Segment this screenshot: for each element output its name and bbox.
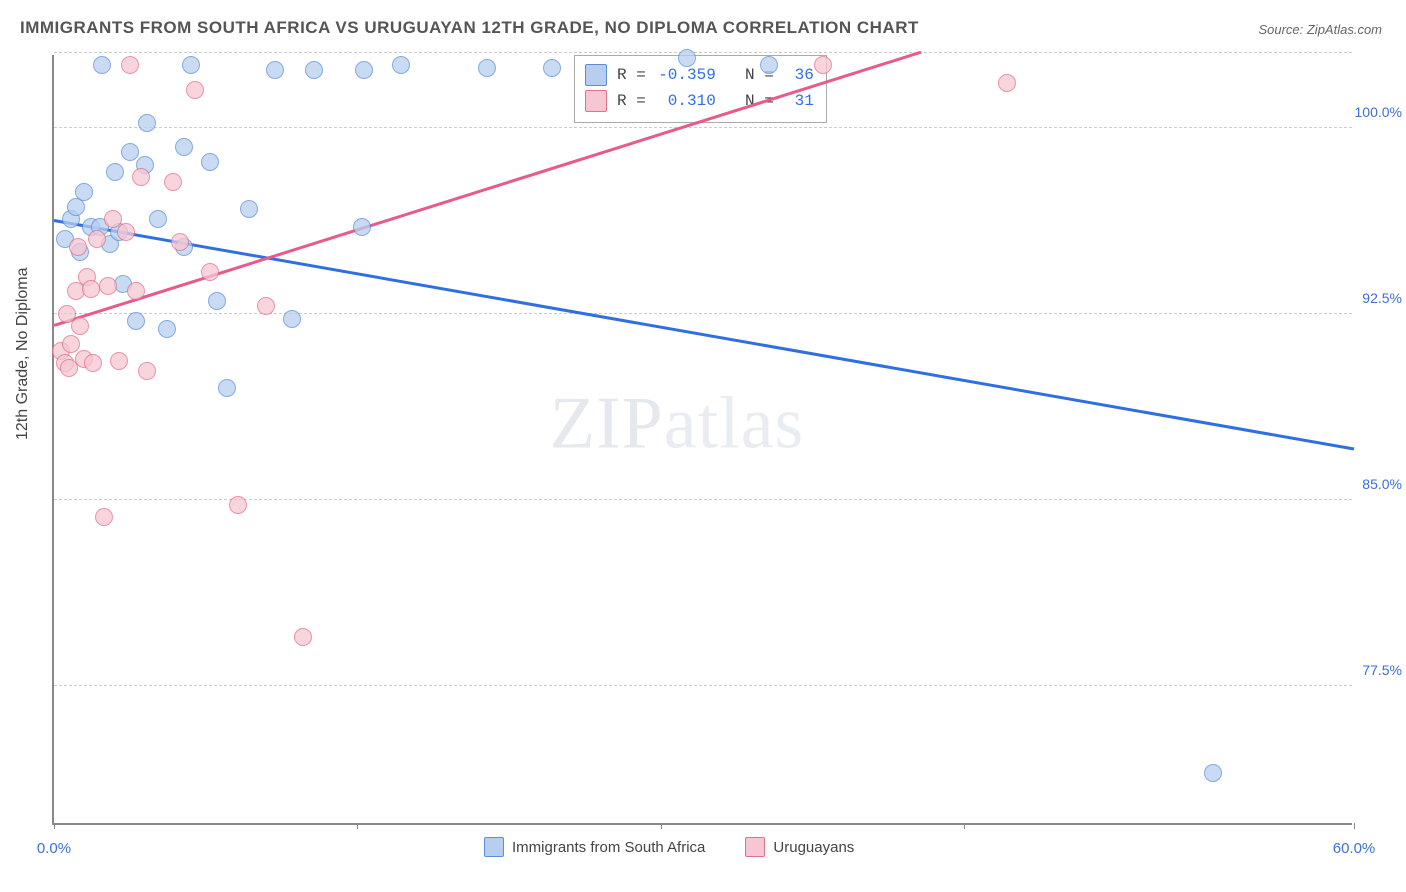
data-point bbox=[171, 233, 189, 251]
gridline bbox=[54, 313, 1352, 314]
x-tick-label: 60.0% bbox=[1333, 840, 1376, 857]
correlation-stats-box: R =-0.359 N =36R =0.310 N =31 bbox=[574, 55, 827, 123]
legend-item: Uruguayans bbox=[745, 837, 854, 857]
data-point bbox=[158, 320, 176, 338]
data-point bbox=[117, 223, 135, 241]
data-point bbox=[175, 138, 193, 156]
x-tick-mark bbox=[357, 823, 358, 829]
data-point bbox=[138, 362, 156, 380]
data-point bbox=[121, 143, 139, 161]
data-point bbox=[283, 310, 301, 328]
stat-r-label: R = bbox=[617, 66, 646, 84]
data-point bbox=[218, 379, 236, 397]
data-point bbox=[229, 496, 247, 514]
trend-line bbox=[54, 51, 921, 327]
data-point bbox=[355, 61, 373, 79]
data-point bbox=[75, 183, 93, 201]
data-point bbox=[305, 61, 323, 79]
data-point bbox=[69, 238, 87, 256]
x-tick-mark bbox=[1354, 823, 1355, 829]
x-tick-mark bbox=[661, 823, 662, 829]
bottom-legend: Immigrants from South Africa Uruguayans bbox=[484, 837, 854, 857]
data-point bbox=[266, 61, 284, 79]
data-point bbox=[62, 335, 80, 353]
data-point bbox=[138, 114, 156, 132]
data-point bbox=[201, 153, 219, 171]
legend-swatch bbox=[484, 837, 504, 857]
data-point bbox=[294, 628, 312, 646]
y-axis-label: 12th Grade, No Diploma bbox=[14, 267, 32, 440]
trend-line bbox=[54, 219, 1354, 450]
data-point bbox=[186, 81, 204, 99]
watermark-bold: ZIP bbox=[550, 382, 664, 464]
watermark: ZIPatlas bbox=[550, 381, 805, 466]
data-point bbox=[240, 200, 258, 218]
data-point bbox=[814, 56, 832, 74]
gridline bbox=[54, 499, 1352, 500]
data-point bbox=[164, 173, 182, 191]
data-point bbox=[95, 508, 113, 526]
data-point bbox=[392, 56, 410, 74]
data-point bbox=[82, 280, 100, 298]
data-point bbox=[88, 230, 106, 248]
data-point bbox=[182, 56, 200, 74]
data-point bbox=[127, 282, 145, 300]
data-point bbox=[149, 210, 167, 228]
legend-item: Immigrants from South Africa bbox=[484, 837, 705, 857]
chart-title: IMMIGRANTS FROM SOUTH AFRICA VS URUGUAYA… bbox=[20, 18, 919, 38]
gridline bbox=[54, 127, 1352, 128]
data-point bbox=[1204, 764, 1222, 782]
y-tick-label: 77.5% bbox=[1354, 662, 1402, 678]
stats-row: R =-0.359 N =36 bbox=[585, 62, 814, 88]
data-point bbox=[110, 352, 128, 370]
source-label: Source: ZipAtlas.com bbox=[1258, 22, 1382, 37]
x-tick-mark bbox=[964, 823, 965, 829]
data-point bbox=[998, 74, 1016, 92]
data-point bbox=[132, 168, 150, 186]
data-point bbox=[760, 56, 778, 74]
x-tick-label: 0.0% bbox=[37, 840, 71, 857]
stat-n-value: 36 bbox=[784, 66, 814, 84]
y-tick-label: 92.5% bbox=[1354, 290, 1402, 306]
y-tick-label: 100.0% bbox=[1354, 104, 1402, 120]
data-point bbox=[208, 292, 226, 310]
legend-swatch bbox=[585, 64, 607, 86]
data-point bbox=[201, 263, 219, 281]
data-point bbox=[93, 56, 111, 74]
legend-label: Immigrants from South Africa bbox=[512, 839, 705, 856]
legend-swatch bbox=[745, 837, 765, 857]
stat-r-value: -0.359 bbox=[656, 66, 716, 84]
stat-r-label: R = bbox=[617, 92, 646, 110]
data-point bbox=[353, 218, 371, 236]
data-point bbox=[121, 56, 139, 74]
legend-swatch bbox=[585, 90, 607, 112]
x-tick-mark bbox=[54, 823, 55, 829]
gridline bbox=[54, 52, 1352, 53]
data-point bbox=[84, 354, 102, 372]
scatter-plot: ZIPatlas R =-0.359 N =36R =0.310 N =31 I… bbox=[52, 55, 1352, 825]
legend-label: Uruguayans bbox=[773, 839, 854, 856]
gridline bbox=[54, 685, 1352, 686]
stats-row: R =0.310 N =31 bbox=[585, 88, 814, 114]
data-point bbox=[106, 163, 124, 181]
data-point bbox=[543, 59, 561, 77]
data-point bbox=[478, 59, 496, 77]
data-point bbox=[127, 312, 145, 330]
watermark-thin: atlas bbox=[664, 382, 805, 464]
data-point bbox=[71, 317, 89, 335]
stat-r-value: 0.310 bbox=[656, 92, 716, 110]
y-tick-label: 85.0% bbox=[1354, 476, 1402, 492]
data-point bbox=[257, 297, 275, 315]
data-point bbox=[99, 277, 117, 295]
data-point bbox=[678, 49, 696, 67]
